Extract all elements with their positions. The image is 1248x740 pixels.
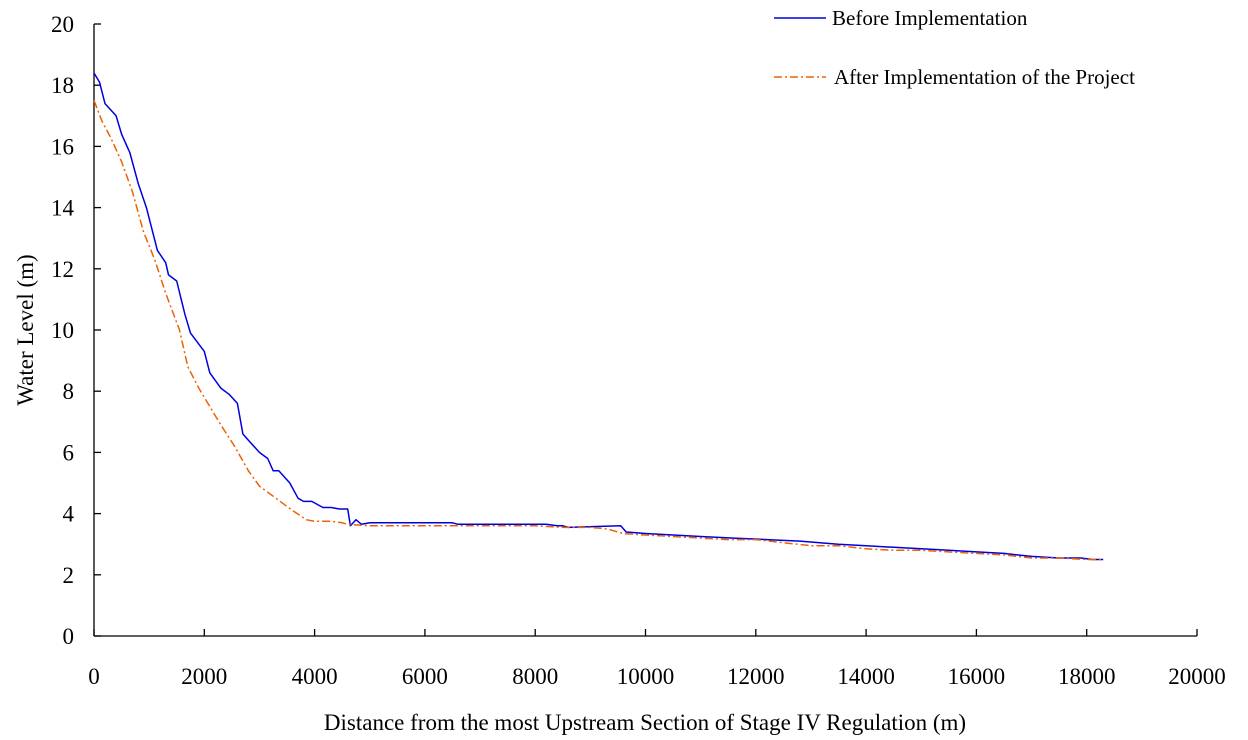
x-tick-label: 16000	[948, 664, 1006, 689]
legend-label-before: Before Implementation	[832, 6, 1028, 30]
y-tick-label: 14	[51, 196, 75, 221]
y-tick-label: 20	[51, 12, 74, 37]
x-tick-label: 14000	[837, 664, 895, 689]
legend: Before Implementation After Implementati…	[774, 6, 1135, 89]
y-tick-label: 12	[51, 257, 74, 282]
series-line-before	[93, 72, 1104, 561]
x-tick-label: 0	[88, 664, 100, 689]
x-tick-label: 10000	[617, 664, 675, 689]
series-line-after	[93, 100, 1104, 561]
x-tick-label: 6000	[402, 664, 448, 689]
y-tick-label: 8	[63, 379, 75, 404]
x-tick-label: 8000	[512, 664, 558, 689]
x-tick-label: 2000	[181, 664, 227, 689]
series-layer	[93, 72, 1104, 561]
y-tick-label: 16	[51, 134, 74, 159]
y-tick-label: 10	[51, 318, 74, 343]
legend-label-after: After Implementation of the Project	[834, 65, 1135, 89]
x-tick-label: 18000	[1058, 664, 1116, 689]
x-tick-label: 4000	[292, 664, 338, 689]
y-tick-label: 4	[63, 502, 75, 527]
x-axis-title: Distance from the most Upstream Section …	[324, 710, 966, 735]
y-tick-label: 18	[51, 73, 74, 98]
y-tick-label: 6	[63, 440, 75, 465]
x-tick-label: 20000	[1168, 664, 1226, 689]
x-tick-label: 12000	[727, 664, 785, 689]
y-tick-label: 2	[63, 563, 75, 588]
y-tick-label: 0	[63, 624, 75, 649]
ticks: 0 2000 4000 6000 8000 10000 12000 14000 16000 180…	[51, 12, 1226, 689]
axes	[93, 24, 1197, 637]
y-axis-title: Water Level (m)	[13, 254, 38, 405]
